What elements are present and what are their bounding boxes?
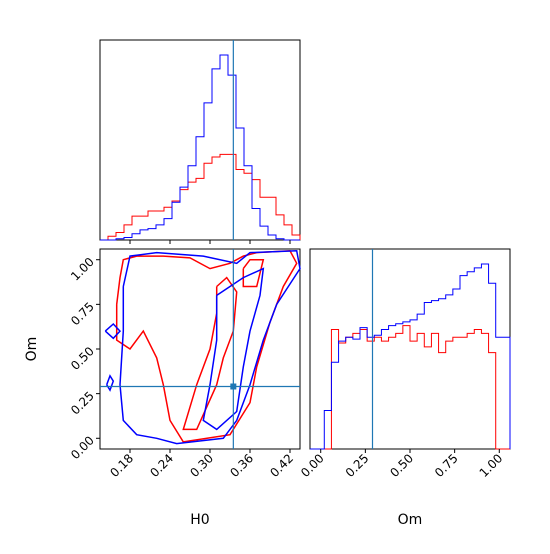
om-histogram-red-series — [310, 325, 510, 450]
x-axis-label-h0: H0 — [190, 512, 209, 528]
om-axis-tick-label: 0.25 — [343, 451, 372, 480]
om-y-tick-label: 1.00 — [68, 255, 97, 284]
om-y-tick-label: 0.25 — [68, 389, 97, 418]
contour-red-2 — [182, 276, 238, 431]
om-y-tick-label: 0.75 — [68, 299, 97, 328]
h0-axis-tick-label: 0.18 — [107, 451, 136, 480]
om-y-tick-label: 0.50 — [68, 344, 97, 373]
om-y-tick-label: 0.00 — [68, 433, 97, 462]
h0-histogram-red-series — [100, 153, 301, 241]
truth-marker — [230, 383, 237, 390]
om-histogram-panel: 0.00 0.25 0.50 0.75 1.00 — [298, 248, 511, 480]
y-axis-label-om: Om — [24, 337, 40, 362]
h0-axis-tick-label: 0.24 — [147, 451, 176, 480]
om-axis-tick-label: 0.00 — [298, 451, 327, 480]
h0-histogram-blue-series — [100, 54, 300, 241]
contour-blue-4 — [202, 267, 265, 431]
h0-axis-tick-label: 0.30 — [187, 451, 216, 480]
contour-blue-3 — [119, 250, 301, 445]
contour-red-0 — [115, 250, 298, 443]
h0-axis-tick-label: 0.42 — [267, 451, 296, 480]
x-axis-label-om: Om — [398, 512, 423, 528]
h0-axis-tick-label: 0.36 — [227, 451, 256, 480]
om-axis-tick-label: 0.50 — [387, 451, 416, 480]
contour-blue-5 — [105, 374, 115, 392]
contour-blue-6 — [104, 322, 122, 340]
h0-histogram-frame — [99, 39, 301, 241]
om-histogram-frame — [309, 248, 511, 450]
om-axis-tick-label: 1.00 — [477, 451, 506, 480]
om-axis-tick-label: 0.75 — [432, 451, 461, 480]
h0-histogram-panel — [99, 39, 301, 244]
h0-om-contour-panel: 0.18 0.24 0.30 0.36 0.42 0.00 0.25 0.50 0.75 1.00 — [68, 248, 301, 480]
contour-red-1 — [242, 258, 265, 288]
om-histogram-blue-series — [310, 263, 511, 450]
